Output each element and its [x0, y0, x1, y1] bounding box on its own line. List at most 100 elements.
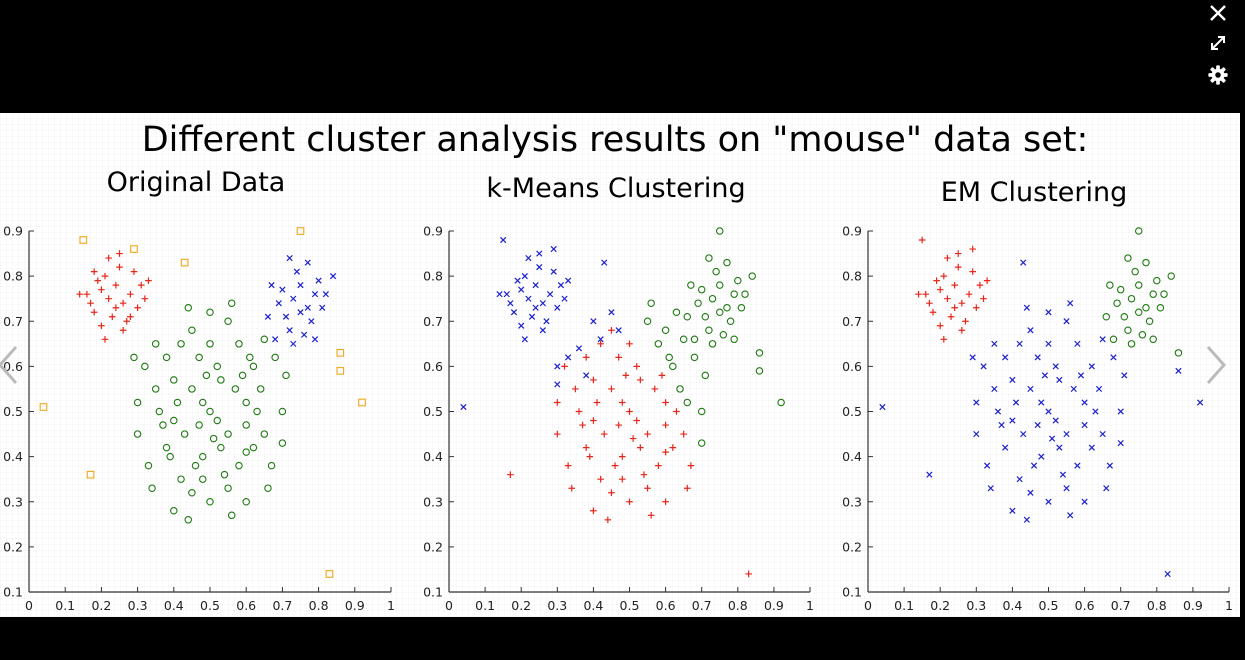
- data-point: [582, 354, 590, 361]
- data-point: [1099, 336, 1106, 343]
- data-point: [231, 385, 240, 393]
- settings-button[interactable]: [1205, 62, 1231, 88]
- cluster-figure: Different cluster analysis results on "m…: [3, 120, 1233, 613]
- data-point: [260, 430, 269, 438]
- data-point: [94, 277, 102, 284]
- data-point: [582, 444, 590, 451]
- data-point: [311, 336, 319, 343]
- data-point: [730, 335, 738, 344]
- x-tick-label: 0.7: [1111, 598, 1131, 613]
- data-point: [496, 291, 503, 298]
- data-point: [217, 376, 225, 384]
- data-point: [500, 236, 507, 244]
- data-point: [286, 254, 293, 262]
- data-point: [127, 290, 134, 298]
- data-point: [199, 475, 207, 483]
- data-point: [242, 398, 250, 407]
- data-point: [1095, 385, 1103, 393]
- data-point: [116, 263, 123, 271]
- close-button[interactable]: [1205, 0, 1231, 26]
- data-point: [141, 295, 149, 302]
- data-point: [926, 299, 933, 307]
- data-point: [712, 267, 720, 276]
- data-point: [188, 385, 196, 393]
- data-point: [1052, 363, 1059, 370]
- data-point: [271, 353, 279, 362]
- data-point: [748, 272, 756, 280]
- data-point: [133, 430, 142, 438]
- data-point: [264, 484, 272, 492]
- x-tick-label: 0.2: [511, 598, 531, 613]
- data-point: [162, 353, 171, 362]
- data-point: [290, 295, 297, 302]
- y-tick-label: 0.5: [842, 404, 862, 419]
- data-point: [180, 258, 189, 267]
- data-point: [105, 295, 112, 302]
- next-image-button[interactable]: [1202, 343, 1230, 387]
- data-point: [87, 299, 94, 307]
- data-point: [550, 268, 557, 275]
- prev-image-button[interactable]: [0, 343, 22, 387]
- data-point: [708, 294, 717, 303]
- data-point: [965, 290, 973, 298]
- data-point: [697, 439, 706, 447]
- data-point: [690, 335, 699, 344]
- data-point: [723, 258, 731, 267]
- data-point: [1045, 498, 1052, 505]
- figure-title: Different cluster analysis results on "m…: [142, 120, 1089, 160]
- data-point: [286, 327, 293, 334]
- expand-button[interactable]: [1205, 30, 1231, 56]
- data-point: [235, 340, 243, 348]
- data-point: [184, 516, 193, 524]
- data-point: [249, 362, 258, 371]
- data-point: [568, 484, 576, 492]
- data-point: [275, 300, 282, 307]
- x-tick-label: 0.1: [894, 598, 914, 613]
- series-x: [460, 236, 622, 411]
- data-point: [242, 421, 250, 429]
- data-point: [1002, 354, 1009, 361]
- data-point: [655, 462, 662, 469]
- data-point: [922, 290, 930, 298]
- data-point: [1138, 331, 1147, 339]
- data-point: [936, 322, 944, 330]
- data-point: [694, 299, 702, 307]
- data-point: [521, 336, 528, 343]
- x-tick-label: 0.5: [1039, 598, 1059, 613]
- data-point: [195, 421, 203, 429]
- data-point: [1052, 417, 1059, 424]
- data-point: [112, 281, 120, 289]
- x-tick-label: 0.2: [930, 598, 950, 613]
- data-point: [715, 308, 724, 316]
- data-point: [697, 285, 706, 294]
- data-point: [119, 299, 127, 307]
- data-point: [1196, 399, 1204, 406]
- data-point: [1099, 430, 1106, 438]
- data-point: [633, 417, 641, 424]
- data-point: [669, 362, 677, 371]
- x-tick-label: 0.3: [547, 598, 567, 613]
- data-point: [98, 322, 105, 330]
- data-point: [662, 421, 669, 429]
- data-point: [539, 300, 546, 307]
- data-point: [755, 367, 764, 375]
- data-point: [1034, 421, 1041, 429]
- data-point: [561, 363, 568, 370]
- data-point: [604, 516, 612, 524]
- data-point: [159, 421, 167, 429]
- data-point: [507, 300, 514, 307]
- data-point: [260, 335, 269, 344]
- data-point: [1106, 281, 1114, 289]
- data-point: [554, 399, 561, 406]
- y-tick-label: 0.1: [842, 585, 862, 600]
- data-point: [554, 304, 561, 311]
- data-point: [202, 371, 211, 380]
- y-tick-label: 0.7: [423, 314, 443, 329]
- data-point: [933, 277, 940, 284]
- x-tick-label: 0.9: [1183, 598, 1203, 613]
- y-tick-label: 0.7: [842, 314, 862, 329]
- data-point: [336, 367, 345, 375]
- data-point: [1116, 285, 1125, 294]
- data-point: [1059, 471, 1067, 478]
